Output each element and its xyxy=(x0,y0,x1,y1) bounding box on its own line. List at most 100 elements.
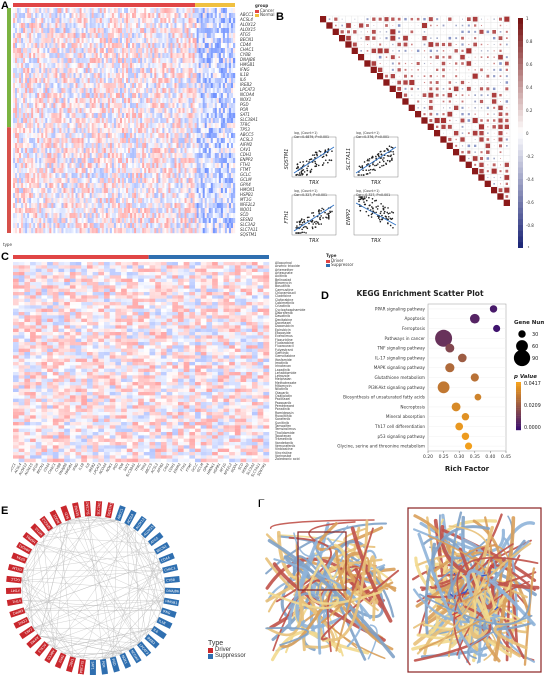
scatter-ylabel: FTH1 xyxy=(284,211,290,224)
heatmap-cells xyxy=(13,8,236,234)
drug-label: Doxorubicin xyxy=(275,324,294,329)
kegg-point xyxy=(458,353,467,363)
drug-label: Cladribine xyxy=(275,294,292,299)
colorbar-tick: -0.8 xyxy=(526,223,534,228)
drug-label: Pazopanib xyxy=(275,400,292,405)
kegg-point xyxy=(464,442,473,450)
panel-a-gene-labels: ABCC1 ACSL4 ALOX12 ALOX15 ATG5 BECN1 CD44 CHAC1… xyxy=(240,12,270,237)
network-node: ALOX15 xyxy=(140,523,156,539)
gene-col-label: ENPP2 xyxy=(173,463,182,474)
gene-label: BECN1 xyxy=(240,37,254,42)
panel-c-heatmap: ABCC1ACSL4ALOX12ALOX15ATG5BECN1CD44CHAC1… xyxy=(11,255,270,478)
kegg-point xyxy=(437,381,450,394)
scatter-stat: log, (Count+1) xyxy=(294,189,318,193)
colorbar-tick: -0.6 xyxy=(526,200,534,205)
kegg-category-label: Apoptosis xyxy=(405,316,425,321)
gene-label: HMOX1 xyxy=(240,187,255,192)
gene-col-label: FTH1 xyxy=(180,463,188,473)
panel-a-legend: group Cancer Normal xyxy=(255,3,275,18)
gene-col-label: CAV1 xyxy=(162,463,170,473)
legend-driver-e: Driver xyxy=(215,647,231,653)
colorbar-tick: 0 xyxy=(526,131,529,136)
color-legend-title: p Value xyxy=(513,374,537,380)
gene-col-label: SAT1 xyxy=(123,463,131,472)
gene-label: POR xyxy=(240,107,249,112)
kegg-category-label: PI3K-Akt signaling pathway xyxy=(368,385,425,390)
gene-label: DNAJB6 xyxy=(240,57,256,62)
network-node: IL6 xyxy=(150,625,167,640)
kegg-point xyxy=(455,422,464,431)
gene-col-label: GCLC xyxy=(191,462,199,473)
gene-col-label: GCLM xyxy=(196,462,204,473)
gene-label: SQSTM1 xyxy=(240,232,257,237)
gene-label: CD44 xyxy=(240,42,251,47)
kegg-category-label: Necroptosis xyxy=(400,404,425,409)
scatter-stat: Cor=0.327, P<0.001 xyxy=(294,193,327,197)
gene-label: NFE2L2 xyxy=(240,202,256,207)
network-node: SESN2 xyxy=(72,502,82,519)
drug-label: Cobimetinib xyxy=(275,300,295,305)
kegg-x-tick: 0.45 xyxy=(501,454,511,460)
gene-label: MT1G xyxy=(240,197,252,202)
network-node: ABCC1 xyxy=(114,505,126,522)
drug-label: Lapatinib xyxy=(275,367,290,372)
drug-label: Allopurinol xyxy=(275,261,292,265)
color-legend-tick: 0.0209 xyxy=(524,403,541,409)
drug-label: Ruxolitinib xyxy=(275,414,292,419)
network-node: BECN1 xyxy=(153,541,170,555)
kegg-point xyxy=(445,363,455,373)
gene-label: CAV1 xyxy=(240,147,251,152)
drug-label: Cyclophosphamide xyxy=(275,307,306,312)
network-node: CDH1 xyxy=(13,616,30,629)
gene-label: SLC38A1 xyxy=(240,117,258,122)
scatter-stat: log, (Count+1) xyxy=(356,189,380,193)
size-legend-title: Gene Number xyxy=(514,320,544,326)
network-node: IL1B xyxy=(156,616,173,629)
size-legend-dot xyxy=(518,330,526,338)
drug-label: Bosutinib xyxy=(275,284,290,289)
panel-c-label: C xyxy=(1,251,9,263)
gene-label: CYBB xyxy=(240,52,251,57)
drug-label: Axitinib xyxy=(275,274,288,279)
gene-col-label: ABCC1 xyxy=(11,463,17,476)
kegg-xlabel: Rich Factor xyxy=(445,465,490,473)
colorbar-tick: -0.4 xyxy=(526,177,534,182)
scatter-ylabel: SQSTM1 xyxy=(284,149,290,170)
gene-label: IL6 xyxy=(240,77,246,82)
panel-d-kegg-chart: KEGG Enrichment Scatter Plot PPAR signali… xyxy=(337,289,544,473)
gene-label: IL1B xyxy=(240,72,249,77)
gene-label: SCD xyxy=(240,212,249,217)
network-node: AIFM2 xyxy=(26,633,42,649)
scatter-stat: Cor=0.4879, P<0.001 xyxy=(294,135,329,139)
network-node: LPCAT3 xyxy=(136,641,152,657)
colorbar-tick: 0.6 xyxy=(526,62,533,67)
network-node: SLC3A2 xyxy=(84,500,92,517)
gene-col-label: SLC3A2 xyxy=(246,463,256,476)
gene-label: GCLC xyxy=(240,172,251,177)
kegg-point xyxy=(489,305,498,313)
gene-label: TFRC xyxy=(240,122,251,127)
gene-label: AIFM2 xyxy=(240,142,253,147)
scatter-stat: Cor=0.376, P<0.001 xyxy=(356,135,389,139)
network-node: DNAJB6 xyxy=(164,587,181,595)
size-legend-label: 30 xyxy=(532,332,538,338)
kegg-x-tick: 0.25 xyxy=(439,454,449,460)
gene-label: GCLM xyxy=(240,177,252,182)
gene-label: TP53 xyxy=(240,127,250,132)
kegg-category-label: MAPK signaling pathway xyxy=(374,365,426,370)
color-legend-tick: 0.0417 xyxy=(524,381,541,387)
gene-label: SLC3A2 xyxy=(240,222,256,227)
gene-col-label: HSPB1 xyxy=(212,463,221,475)
gene-col-label: FTMT xyxy=(185,462,193,473)
legend-suppressor-c: Suppressor xyxy=(331,262,354,268)
scatter-inset: log, (Count+1)Cor=0.376, P<0.001 SLC7A11 T… xyxy=(346,131,399,186)
gene-col-label: LPCAT3 xyxy=(92,463,102,476)
drug-label: Fludarabine xyxy=(275,340,294,345)
network-node: HMOX1 xyxy=(16,541,33,555)
gene-col-label: IFNG xyxy=(72,462,80,471)
panel-e-legend: Type Driver Suppressor xyxy=(208,640,246,659)
kegg-point xyxy=(435,329,453,347)
gene-col-label: SCD xyxy=(237,462,244,471)
network-node: GCLC xyxy=(6,575,22,584)
drug-label: Etoposide xyxy=(275,330,291,335)
